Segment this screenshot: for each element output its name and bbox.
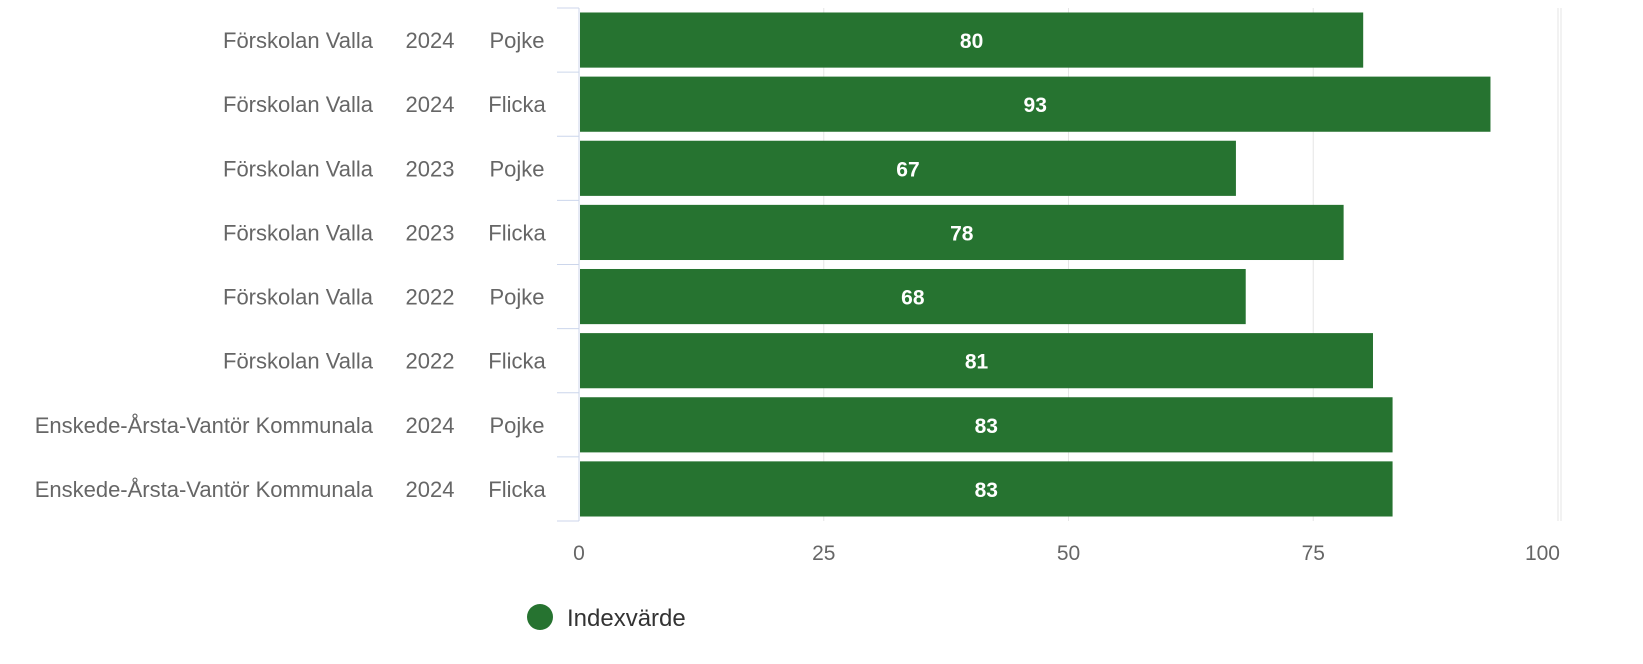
bar[interactable]	[580, 76, 1491, 132]
x-tick-label: 0	[573, 542, 585, 565]
category-year-label: 2024	[406, 92, 455, 117]
data-label: 83	[975, 479, 998, 502]
category-unit-label: Förskolan Valla	[223, 349, 374, 374]
data-label: 83	[975, 415, 998, 438]
category-year-label: 2022	[406, 349, 455, 374]
data-label: 67	[896, 158, 919, 181]
x-tick-label: 50	[1057, 542, 1080, 565]
category-labels: Förskolan Valla 2024 Pojke Förskolan Valla 2…	[35, 28, 547, 502]
bar[interactable]	[580, 12, 1364, 68]
y-axis	[557, 7, 580, 522]
bar[interactable]	[580, 204, 1344, 261]
category-unit-label: Förskolan Valla	[223, 92, 374, 117]
bar[interactable]	[580, 333, 1373, 389]
bar[interactable]	[580, 397, 1393, 453]
x-tick-label: 25	[812, 542, 835, 565]
bar[interactable]	[580, 140, 1236, 196]
category-gender-label: Flicka	[488, 349, 546, 374]
category-gender-label: Flicka	[488, 220, 546, 245]
category-gender-label: Pojke	[489, 413, 544, 438]
category-year-label: 2023	[406, 156, 455, 181]
data-label: 78	[950, 222, 974, 245]
x-tick-label: 75	[1302, 542, 1325, 565]
bar[interactable]	[580, 268, 1246, 325]
data-label: 81	[965, 351, 989, 374]
category-year-label: 2024	[406, 477, 455, 502]
bar[interactable]	[580, 461, 1393, 517]
category-year-label: 2024	[406, 413, 455, 438]
category-unit-label: Förskolan Valla	[223, 28, 374, 53]
category-unit-label: Förskolan Valla	[223, 156, 374, 181]
category-gender-label: Pojke	[489, 156, 544, 181]
legend-symbol	[527, 604, 553, 630]
category-unit-label: Enskede-Årsta-Vantör Kommunala	[35, 477, 374, 502]
x-axis-tick-labels: 0 25 50 75 100	[573, 542, 1560, 565]
data-label: 93	[1024, 94, 1047, 117]
legend[interactable]: Indexvärde	[527, 604, 686, 632]
legend-label[interactable]: Indexvärde	[567, 605, 686, 632]
category-gender-label: Pojke	[489, 285, 544, 310]
category-gender-label: Pojke	[489, 28, 544, 53]
category-gender-label: Flicka	[488, 477, 546, 502]
category-year-label: 2024	[406, 28, 455, 53]
category-year-label: 2022	[406, 285, 455, 310]
data-label: 68	[901, 287, 925, 310]
category-unit-label: Förskolan Valla	[223, 220, 374, 245]
x-tick-label: 100	[1525, 542, 1560, 565]
category-unit-label: Förskolan Valla	[223, 285, 374, 310]
bars: 80 93 67 78 68 81 83 83	[580, 12, 1491, 517]
category-gender-label: Flicka	[488, 92, 546, 117]
data-label: 80	[960, 30, 983, 53]
category-unit-label: Enskede-Årsta-Vantör Kommunala	[35, 413, 374, 438]
category-year-label: 2023	[406, 220, 455, 245]
